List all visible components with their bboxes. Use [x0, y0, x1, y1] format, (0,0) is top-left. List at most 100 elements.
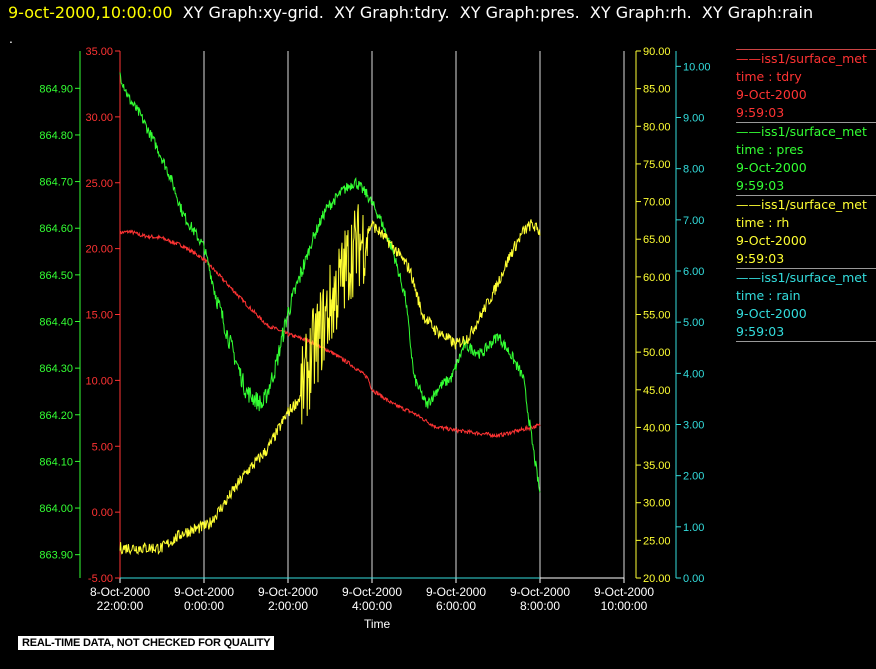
tdry-tick-label: 5.00	[92, 441, 113, 453]
legend-date: 9-Oct-2000	[736, 306, 807, 321]
tdry-tick-label: 15.00	[85, 310, 113, 322]
legend-source: ——iss1/surface_met	[736, 197, 867, 212]
x-tick-date: 9-Oct-2000	[342, 585, 402, 599]
legend-source: ——iss1/surface_met	[736, 270, 867, 285]
header-graph-tdry: XY Graph:tdry.	[334, 3, 450, 22]
pres-tick-label: 864.00	[39, 503, 73, 515]
series-line-pres	[119, 72, 541, 493]
legend-time: 9:59:03	[736, 251, 785, 266]
rh-tick-label: 55.00	[643, 310, 671, 322]
x-tick-date: 9-Oct-2000	[174, 585, 234, 599]
series-line-tdry	[119, 229, 541, 439]
tdry-tick-label: 10.00	[85, 375, 113, 387]
header-graph-rain: XY Graph:rain	[701, 3, 814, 22]
rh-tick-label: 40.00	[643, 422, 671, 434]
series-lines	[119, 72, 541, 579]
legend: ——iss1/surface_met time : tdry 9-Oct-200…	[736, 49, 876, 342]
x-tick-time: 6:00:00	[436, 599, 476, 613]
rain-tick-label: 2.00	[683, 471, 704, 483]
pres-tick-label: 864.70	[39, 177, 73, 189]
legend-entry-rh: ——iss1/surface_met time : rh 9-Oct-2000 …	[736, 195, 876, 268]
legend-entry-tdry: ——iss1/surface_met time : tdry 9-Oct-200…	[736, 49, 876, 122]
x-tick-time: 10:00:00	[601, 599, 648, 613]
pres-tick-label: 864.50	[39, 270, 73, 282]
rh-tick-label: 90.00	[643, 46, 671, 58]
rh-tick-label: 25.00	[643, 535, 671, 547]
rain-tick-label: 8.00	[683, 164, 704, 176]
header-graph-xy-grid: XY Graph:xy-grid.	[182, 3, 324, 22]
legend-entry-pres: ——iss1/surface_met time : pres 9-Oct-200…	[736, 122, 876, 195]
rh-tick-label: 65.00	[643, 234, 671, 246]
x-tick-date: 9-Oct-2000	[426, 585, 486, 599]
legend-time: 9:59:03	[736, 105, 785, 120]
rain-tick-label: 3.00	[683, 420, 704, 432]
pres-tick-label: 864.80	[39, 130, 73, 142]
legend-entry-rain: ——iss1/surface_met time : rain 9-Oct-200…	[736, 268, 876, 342]
legend-date: 9-Oct-2000	[736, 233, 807, 248]
x-tick-time: 4:00:00	[352, 599, 392, 613]
rain-tick-label: 1.00	[683, 522, 704, 534]
rh-tick-label: 60.00	[643, 272, 671, 284]
x-tick-time: 8:00:00	[520, 599, 560, 613]
legend-time: 9:59:03	[736, 178, 785, 193]
header-graph-pres: XY Graph:pres.	[459, 3, 580, 22]
rh-tick-label: 75.00	[643, 159, 671, 171]
window-header: 9-oct-2000,10:00:00 XY Graph:xy-grid. XY…	[8, 3, 813, 22]
vertical-grid	[203, 51, 625, 578]
rain-tick-label: 7.00	[683, 215, 704, 227]
tdry-tick-label: -5.00	[88, 573, 113, 585]
rain-tick-label: 6.00	[683, 266, 704, 278]
pres-tick-label: 864.30	[39, 363, 73, 375]
rain-tick-label: 0.00	[683, 573, 704, 585]
tdry-tick-label: 30.00	[85, 112, 113, 124]
tdry-tick-label: 20.00	[85, 244, 113, 256]
header-dot: .	[9, 30, 13, 46]
header-timestamp: 9-oct-2000,10:00:00	[8, 3, 173, 22]
axes: 8-Oct-200022:00:009-Oct-20000:00:009-Oct…	[39, 46, 710, 613]
legend-field: time : rh	[736, 215, 790, 230]
pres-tick-label: 864.40	[39, 316, 73, 328]
rh-tick-label: 45.00	[643, 385, 671, 397]
legend-swatch: ——	[736, 124, 761, 139]
x-tick-time: 2:00:00	[268, 599, 308, 613]
pres-tick-label: 864.90	[39, 83, 73, 95]
rh-tick-label: 70.00	[643, 197, 671, 209]
x-tick-date: 9-Oct-2000	[258, 585, 318, 599]
series-line-rh	[119, 204, 541, 556]
legend-field: time : rain	[736, 288, 801, 303]
pres-tick-label: 864.10	[39, 456, 73, 468]
legend-field: time : tdry	[736, 69, 802, 84]
rain-tick-label: 5.00	[683, 317, 704, 329]
rain-tick-label: 9.00	[683, 113, 704, 125]
pres-tick-label: 864.20	[39, 410, 73, 422]
header-graph-rh: XY Graph:rh.	[589, 3, 692, 22]
rh-tick-label: 20.00	[643, 573, 671, 585]
legend-field: time : pres	[736, 142, 804, 157]
tdry-tick-label: 25.00	[85, 178, 113, 190]
rh-tick-label: 80.00	[643, 121, 671, 133]
rh-tick-label: 30.00	[643, 498, 671, 510]
tdry-tick-label: 35.00	[85, 46, 113, 58]
pres-tick-label: 864.60	[39, 223, 73, 235]
x-tick-time: 0:00:00	[184, 599, 224, 613]
pres-tick-label: 863.90	[39, 550, 73, 562]
rain-tick-label: 4.00	[683, 368, 704, 380]
legend-source: ——iss1/surface_met	[736, 124, 867, 139]
legend-swatch: ——	[736, 197, 761, 212]
legend-time: 9:59:03	[736, 324, 785, 339]
legend-swatch: ——	[736, 51, 761, 66]
x-tick-time: 22:00:00	[97, 599, 144, 613]
rh-tick-label: 35.00	[643, 460, 671, 472]
legend-swatch: ——	[736, 270, 761, 285]
quality-warning: REAL-TIME DATA, NOT CHECKED FOR QUALITY	[18, 636, 275, 650]
x-axis-title: Time	[364, 617, 391, 631]
x-tick-date: 8-Oct-2000	[90, 585, 150, 599]
rh-tick-label: 50.00	[643, 347, 671, 359]
rain-tick-label: 10.00	[683, 61, 711, 73]
legend-date: 9-Oct-2000	[736, 87, 807, 102]
x-tick-date: 9-Oct-2000	[510, 585, 570, 599]
rh-tick-label: 85.00	[643, 84, 671, 96]
legend-source: ——iss1/surface_met	[736, 51, 867, 66]
tdry-tick-label: 0.00	[92, 507, 113, 519]
